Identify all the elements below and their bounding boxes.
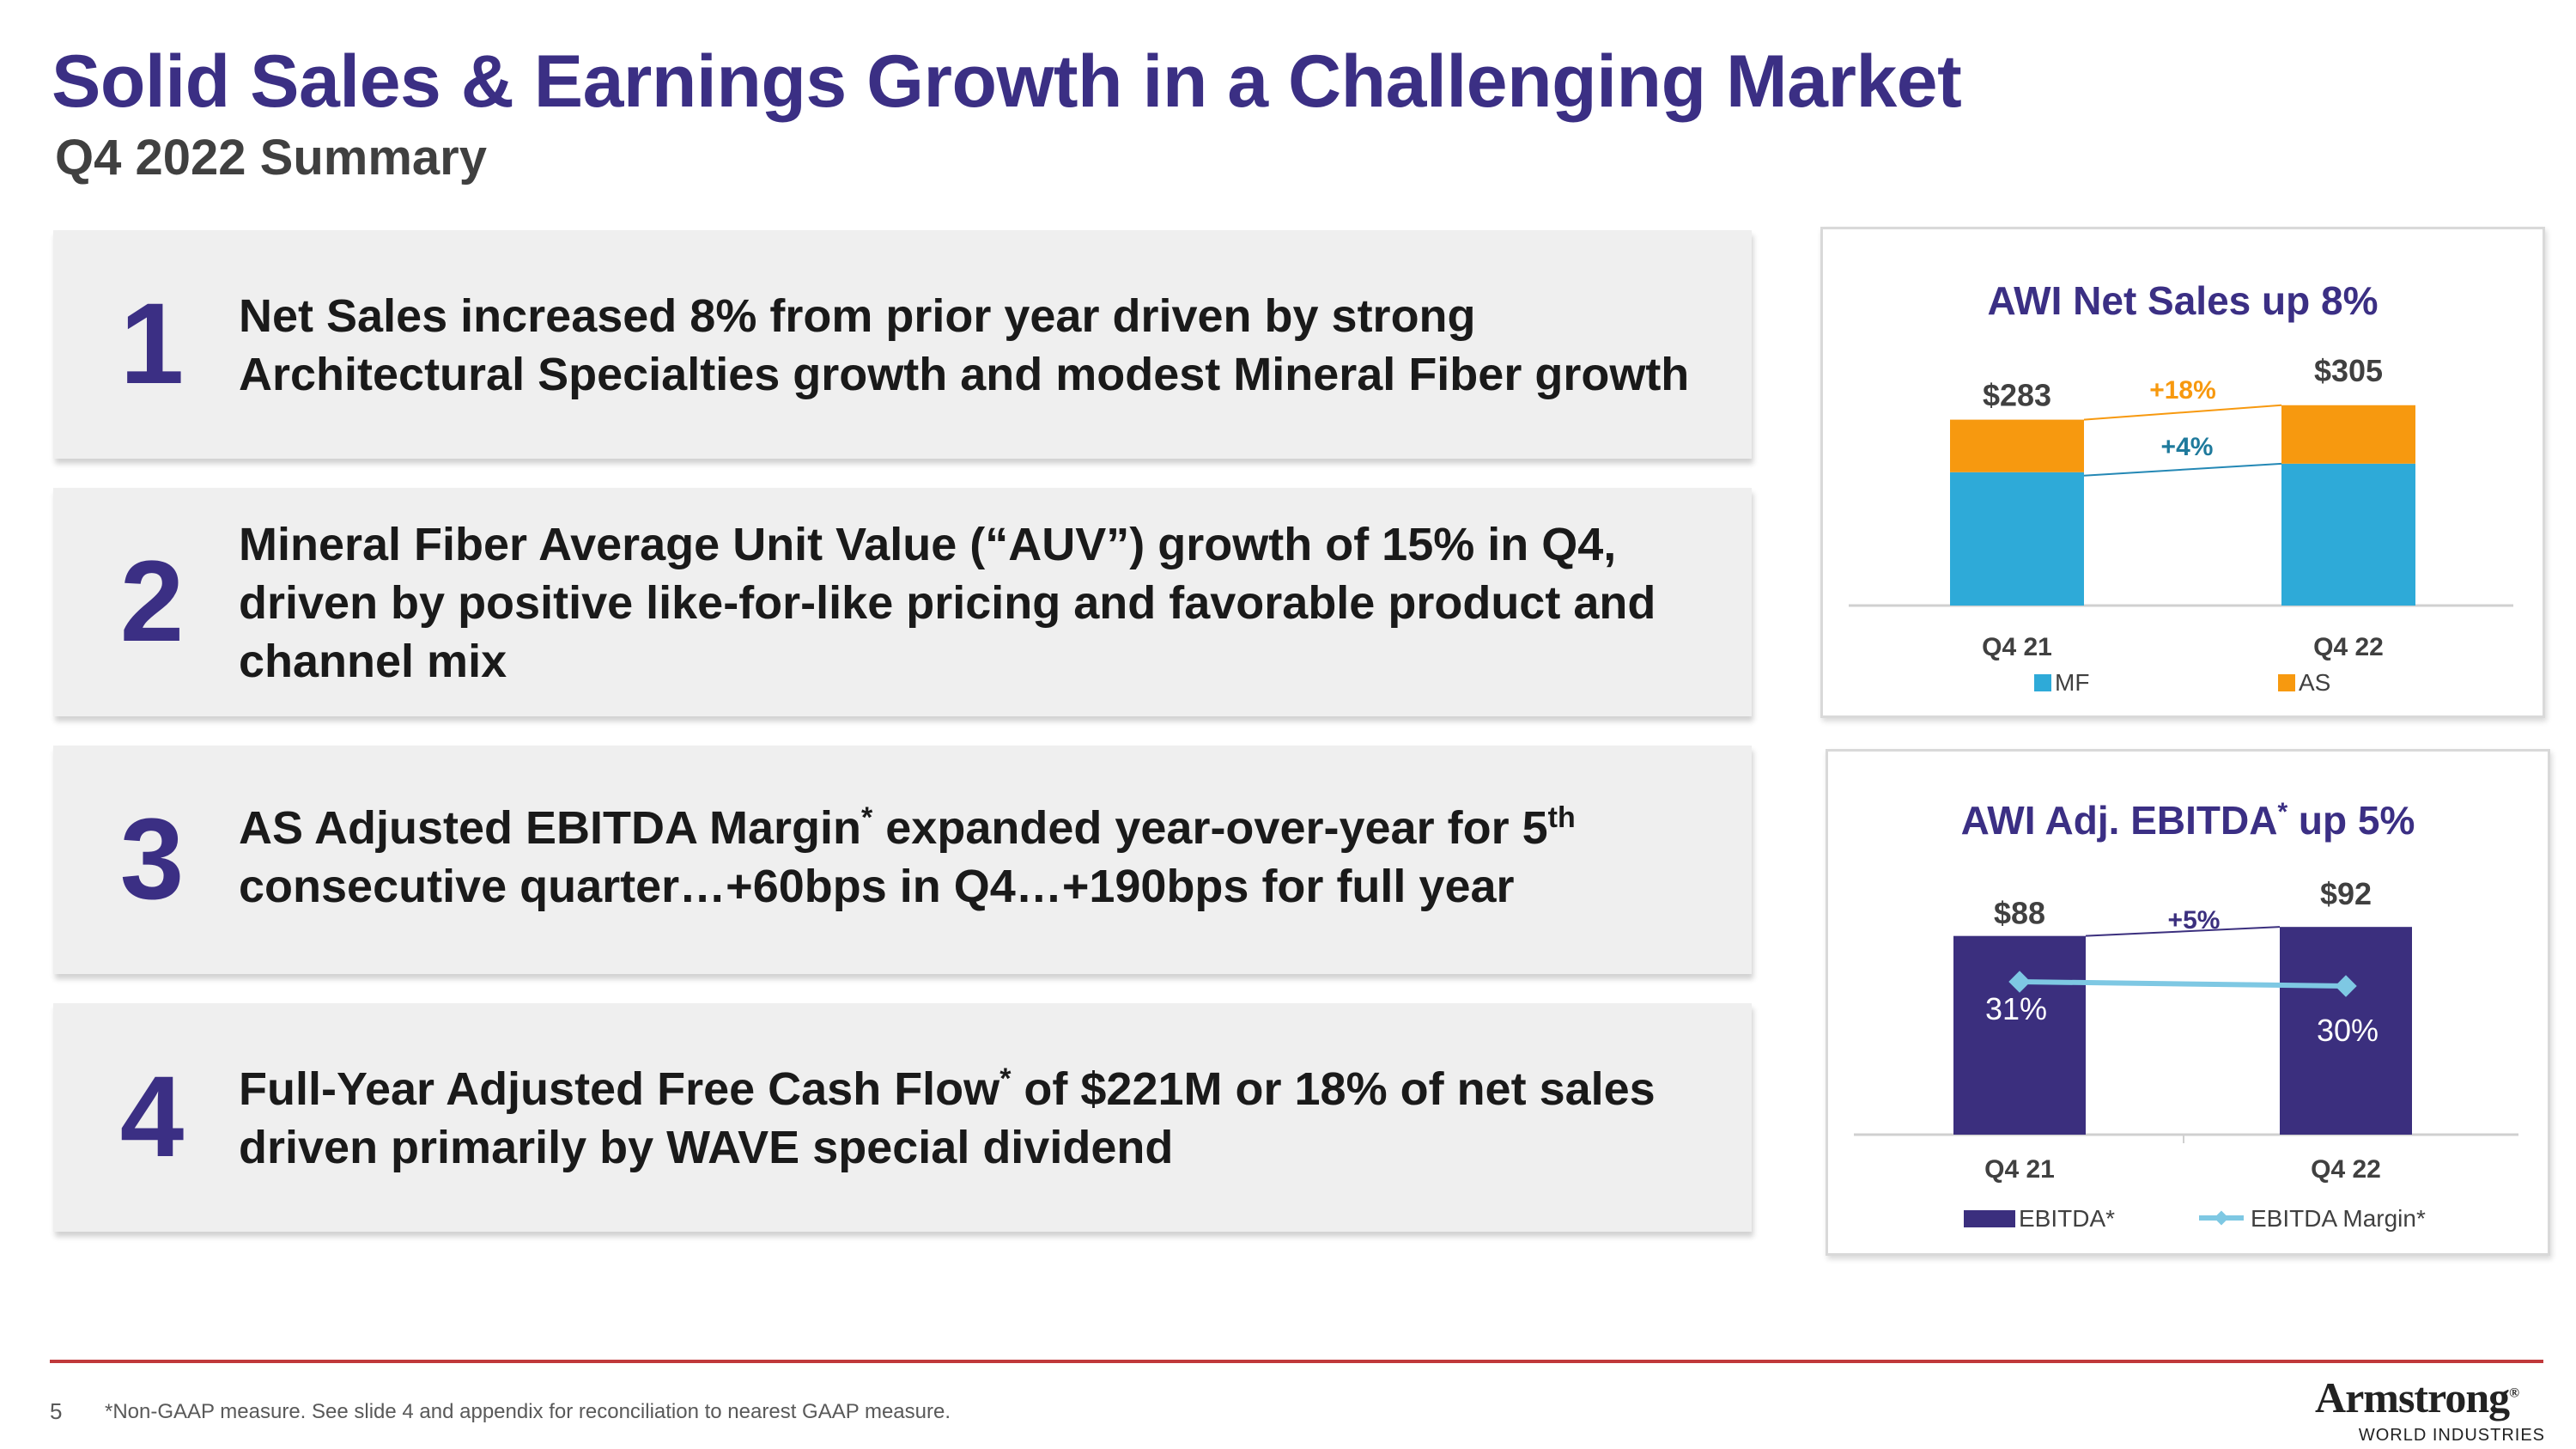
bar-ebitda: [1953, 935, 2086, 1135]
card-number: 3: [119, 795, 185, 923]
mf-growth-label: +4%: [2161, 433, 2214, 461]
card-text-segment: AS Adjusted EBITDA Margin: [239, 802, 862, 854]
footnote-marker: *: [999, 1062, 1012, 1095]
card-text-line: consecutive quarter…+60bps in Q4…+190bps…: [239, 861, 1515, 912]
card-number: 4: [119, 1053, 185, 1181]
bar-mf: [2281, 463, 2415, 606]
card-text-line: driven by positive like-for-like pricing…: [239, 577, 1656, 629]
card-number: 2: [119, 538, 185, 666]
chart-title: AWI Net Sales up 8%: [1987, 278, 2378, 323]
mf-growth-connector: [2083, 462, 2282, 477]
card-text-line: Full-Year Adjusted Free Cash Flow* of $2…: [239, 1060, 1717, 1118]
footnote-marker: *: [861, 801, 873, 834]
bar-as: [2281, 405, 2415, 464]
card-text: Net Sales increased 8% from prior year d…: [239, 287, 1717, 404]
legend-swatch-mf: [2034, 674, 2051, 691]
x-tick-label: Q4 21: [1982, 633, 2052, 661]
summary-card-1: 1 Net Sales increased 8% from prior year…: [53, 230, 1752, 459]
ebitda-growth-connector: [2085, 926, 2281, 937]
page-title: Solid Sales & Earnings Growth in a Chall…: [52, 40, 1962, 123]
card-text-line: Mineral Fiber Average Unit Value (“AUV”)…: [239, 519, 1617, 570]
chart-title: AWI Adj. EBITDA* up 5%: [1961, 798, 2415, 843]
ordinal-suffix: th: [1547, 801, 1576, 834]
total-label: $283: [1983, 378, 2051, 413]
ebitda-chart-panel: AWI Adj. EBITDA* up 5% $88 Q4 21 $92 Q4 22 +5…: [1826, 749, 2550, 1256]
margin-value-label: 30%: [2317, 1013, 2379, 1048]
card-text-segment: of $221M or 18% of net sales: [1011, 1063, 1656, 1115]
logo-registered-mark: ®: [2509, 1385, 2519, 1401]
logo-wordmark: Armstrong®: [2315, 1373, 2519, 1422]
chart-title-suffix: up 5%: [2287, 798, 2415, 843]
as-growth-connector: [2083, 404, 2282, 421]
card-text-segment: Full-Year Adjusted Free Cash Flow: [239, 1063, 1000, 1115]
logo-tagline: WORLD INDUSTRIES: [2358, 1426, 2545, 1445]
legend-swatch-ebitda: [1964, 1210, 2015, 1227]
card-text-line: Net Sales increased 8% from prior year d…: [239, 290, 1476, 342]
card-text-line: AS Adjusted EBITDA Margin* expanded year…: [239, 799, 1717, 857]
footnote: *Non-GAAP measure. See slide 4 and appen…: [105, 1400, 951, 1423]
legend-label-mf: MF: [2055, 669, 2089, 696]
total-label: $305: [2314, 353, 2383, 388]
legend-swatch-as: [2278, 674, 2295, 691]
x-tick-label: Q4 21: [1984, 1155, 2055, 1184]
x-tick-label: Q4 22: [2313, 633, 2384, 661]
margin-value-label: 31%: [1985, 991, 2047, 1026]
armstrong-logo: Armstrong® WORLD INDUSTRIES: [2315, 1373, 2552, 1445]
legend-label-as: AS: [2299, 669, 2330, 696]
card-text-line: Architectural Specialties growth and mod…: [239, 349, 1690, 400]
ebitda-chart: AWI Adj. EBITDA* up 5% $88 Q4 21 $92 Q4 22 +5…: [1854, 798, 2518, 1232]
margin-line: [2019, 979, 2347, 989]
legend-swatch-margin-marker: [2214, 1210, 2229, 1226]
bar-value-label: $88: [1994, 896, 2045, 931]
page-number: 5: [50, 1398, 63, 1424]
x-tick-label: Q4 22: [2311, 1155, 2381, 1184]
bar-value-label: $92: [2320, 876, 2372, 911]
footer-divider: [50, 1360, 2543, 1363]
bar-as: [1950, 419, 2084, 472]
bar-ebitda: [2280, 927, 2412, 1135]
card-text-segment: expanded year-over-year for 5: [872, 802, 1548, 854]
card-text: AS Adjusted EBITDA Margin* expanded year…: [239, 799, 1717, 916]
ebitda-growth-label: +5%: [2168, 906, 2221, 935]
legend-label-margin: EBITDA Margin*: [2251, 1205, 2426, 1232]
card-text: Full-Year Adjusted Free Cash Flow* of $2…: [239, 1060, 1717, 1177]
card-text: Mineral Fiber Average Unit Value (“AUV”)…: [239, 515, 1717, 691]
chart-title-main: AWI Adj. EBITDA: [1961, 798, 2278, 843]
logo-name: Armstrong: [2315, 1373, 2510, 1422]
card-text-line: driven primarily by WAVE special dividen…: [239, 1122, 1174, 1173]
bar-mf: [1950, 472, 2084, 606]
card-number: 1: [119, 280, 185, 408]
summary-card-4: 4 Full-Year Adjusted Free Cash Flow* of …: [53, 1003, 1752, 1232]
as-growth-label: +18%: [2149, 376, 2216, 405]
summary-card-2: 2 Mineral Fiber Average Unit Value (“AUV…: [53, 488, 1752, 716]
net-sales-chart: AWI Net Sales up 8% $283 Q4 21 $305 Q4 22 +18…: [1849, 278, 2513, 696]
chart-title-footnote-marker: *: [2277, 798, 2287, 826]
card-text-line: channel mix: [239, 636, 507, 687]
page-subtitle: Q4 2022 Summary: [55, 130, 487, 186]
summary-card-3: 3 AS Adjusted EBITDA Margin* expanded ye…: [53, 746, 1752, 974]
legend-label-ebitda: EBITDA*: [2019, 1205, 2115, 1232]
net-sales-chart-panel: AWI Net Sales up 8% $283 Q4 21 $305 Q4 22 +18…: [1820, 227, 2545, 718]
